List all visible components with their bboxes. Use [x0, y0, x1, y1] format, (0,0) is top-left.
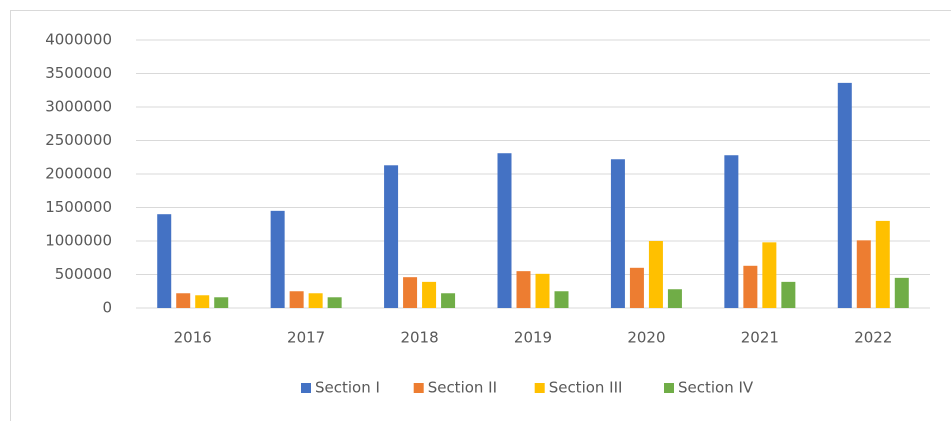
bar [422, 281, 437, 308]
x-tick-label: 2022 [854, 329, 892, 347]
y-tick-label: 2500000 [45, 131, 112, 149]
bar [327, 297, 342, 308]
y-tick-label: 0 [102, 299, 112, 317]
legend-swatch [664, 383, 674, 393]
y-tick-label: 3500000 [45, 64, 112, 82]
bar [176, 293, 191, 308]
bar [743, 265, 758, 308]
legend-label: Section III [549, 379, 623, 397]
bar [781, 281, 796, 308]
bar [667, 289, 682, 308]
chart-frame [10, 10, 951, 421]
bar [516, 271, 531, 308]
x-tick-label: 2021 [741, 329, 779, 347]
bar [497, 153, 512, 308]
legend-swatch [301, 383, 311, 393]
legend-swatch [534, 383, 545, 393]
bar [629, 267, 644, 308]
x-tick-label: 2019 [514, 329, 552, 347]
x-tick-label: 2017 [287, 329, 325, 347]
bar [762, 242, 777, 308]
legend-label: Section IV [678, 379, 754, 397]
bar [875, 220, 890, 308]
bar [289, 291, 304, 308]
bar [554, 291, 569, 308]
y-tick-label: 4000000 [45, 31, 112, 49]
bar [403, 277, 418, 308]
y-tick-label: 3000000 [45, 98, 112, 116]
bar [535, 273, 550, 308]
bar [441, 293, 456, 308]
bar [894, 277, 909, 308]
bar [856, 240, 871, 308]
bar [837, 82, 852, 308]
bar [270, 210, 285, 308]
x-tick-label: 2020 [627, 329, 665, 347]
legend-swatch [413, 383, 424, 393]
y-tick-label: 2000000 [45, 165, 112, 183]
bar [610, 159, 625, 308]
bar [214, 297, 229, 308]
bar [157, 214, 172, 308]
legend-label: Section II [428, 379, 497, 397]
x-tick-label: 2016 [174, 329, 212, 347]
bar [724, 155, 739, 308]
x-tick-label: 2018 [400, 329, 438, 347]
bar [308, 293, 323, 308]
y-tick-label: 1500000 [45, 198, 112, 216]
y-tick-label: 1000000 [45, 232, 112, 250]
bar [384, 165, 399, 308]
legend-label: Section I [315, 379, 380, 397]
bar [195, 295, 210, 308]
bar [648, 241, 663, 308]
y-tick-label: 500000 [55, 265, 112, 283]
